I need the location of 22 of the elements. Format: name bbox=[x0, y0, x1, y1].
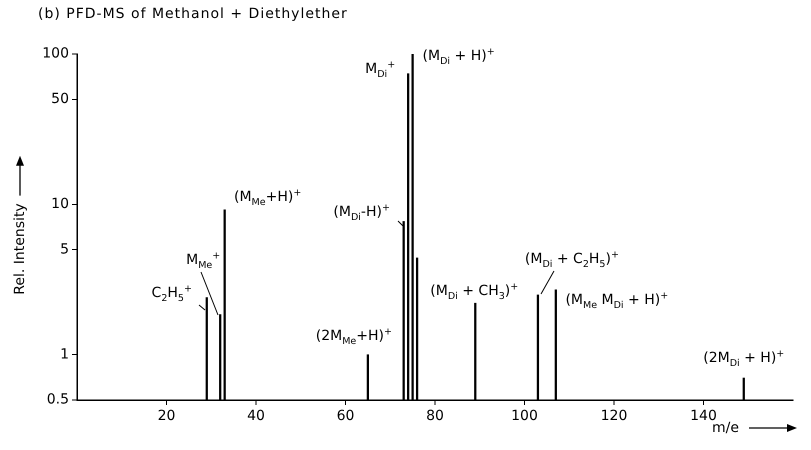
y-tick-label: 5 bbox=[60, 241, 69, 258]
annotation: (M$_{Di}$-H)$^{+}$ bbox=[333, 202, 390, 224]
x-tick-label: 40 bbox=[247, 408, 265, 424]
y-tick-label: 1 bbox=[60, 346, 69, 362]
y-tick-label: 10 bbox=[51, 196, 69, 212]
x-tick-label: 20 bbox=[158, 408, 176, 424]
y-tick-label: 0.5 bbox=[46, 392, 69, 408]
chart-title: (b) PFD-MS of Methanol + Diethylether bbox=[38, 6, 348, 22]
annotation: (M$_{Me}$ M$_{Di}$ + H)$^{+}$ bbox=[565, 290, 668, 311]
annotation: (M$_{Di}$ + H)$^{+}$ bbox=[422, 46, 495, 67]
y-axis-title: Rel. Intensity bbox=[12, 203, 28, 295]
y-tick-label: 50 bbox=[51, 90, 69, 107]
annotation: (M$_{Me}$+H)$^{+}$ bbox=[234, 187, 302, 208]
annotation: (2M$_{Di}$ + H)$^{+}$ bbox=[703, 348, 784, 369]
x-tick-label: 120 bbox=[600, 408, 628, 424]
x-tick-label: 80 bbox=[426, 408, 444, 424]
annotation: (M$_{Di}$ + CH$_{3}$)$^{+}$ bbox=[430, 282, 518, 302]
annotation: (M$_{Di}$ + C$_{2}$H$_{5}$)$^{+}$ bbox=[524, 249, 619, 270]
annotation: (2M$_{Me}$+H)$^{+}$ bbox=[316, 326, 392, 347]
y-tick-label: 100 bbox=[42, 46, 69, 62]
x-tick-label: 60 bbox=[336, 408, 354, 424]
x-tick-label: 100 bbox=[511, 408, 538, 424]
